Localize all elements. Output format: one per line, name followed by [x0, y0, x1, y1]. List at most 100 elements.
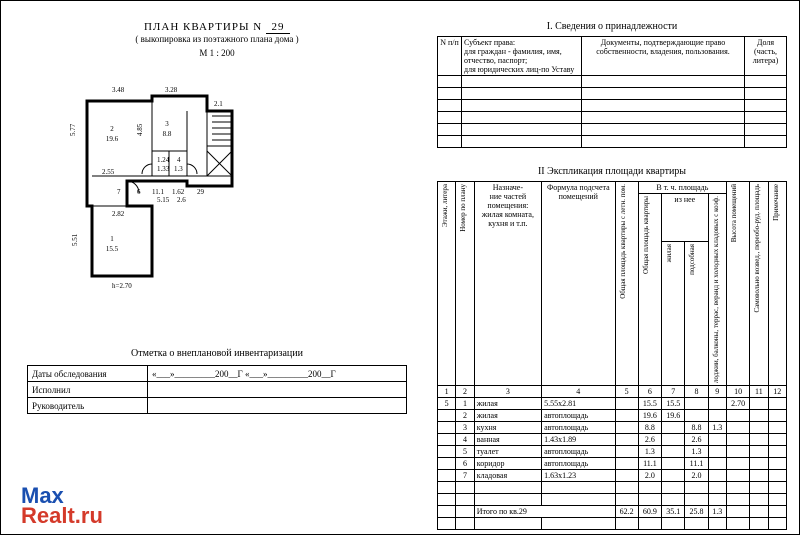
head-value — [148, 398, 407, 414]
h-total-ext: Общая площадь квартиры с летн. пом. — [618, 183, 628, 300]
svg-text:11.1: 11.1 — [152, 188, 164, 196]
table-cell — [438, 470, 456, 482]
table-cell: 6 — [456, 458, 474, 470]
table-cell — [438, 422, 456, 434]
h-formula: Формула подсчета помещений — [542, 182, 615, 386]
table-cell — [726, 410, 749, 422]
svg-text:2.6: 2.6 — [177, 196, 186, 204]
h-loggia: лоджии, балконы, террас, веранд и холодн… — [711, 195, 721, 384]
table-cell: туалет — [474, 446, 541, 458]
table-cell — [615, 410, 638, 422]
table-cell: автоплощадь — [542, 458, 615, 470]
table-cell — [615, 446, 638, 458]
table-cell: 2.0 — [638, 470, 661, 482]
svg-text:1.33: 1.33 — [157, 165, 170, 173]
total-c9: 1.3 — [708, 506, 726, 518]
table-cell: 2.0 — [685, 470, 708, 482]
table-cell: автоплощадь — [542, 410, 615, 422]
total-c6: 60.9 — [638, 506, 661, 518]
svg-text:6: 6 — [137, 188, 141, 196]
h-aux: подсобная — [687, 243, 697, 276]
col-docs: Документы, подтверждающие право собствен… — [582, 37, 745, 76]
svg-text:1.24: 1.24 — [157, 156, 170, 164]
svg-text:4.85: 4.85 — [136, 123, 144, 136]
svg-text:15.5: 15.5 — [106, 245, 119, 253]
executed-by-label: Исполнил — [28, 382, 148, 398]
table-cell — [438, 410, 456, 422]
table-cell — [615, 458, 638, 470]
col-share: Доля (часть, литера) — [745, 37, 787, 76]
table-cell: ванная — [474, 434, 541, 446]
table-cell: 4 — [456, 434, 474, 446]
table-cell — [708, 470, 726, 482]
table-cell: 1.43x1.89 — [542, 434, 615, 446]
table-cell — [662, 458, 685, 470]
table-cell — [662, 446, 685, 458]
table-cell: 2.70 — [726, 398, 749, 410]
explication-table: Этажи, литера Номер по плану Назначе- ни… — [437, 181, 787, 530]
section1-title: I. Сведения о принадлежности — [437, 21, 787, 32]
table-cell: 2.6 — [638, 434, 661, 446]
table-cell — [615, 434, 638, 446]
table-cell — [662, 470, 685, 482]
table-cell: кладовая — [474, 470, 541, 482]
table-cell: 3 — [456, 422, 474, 434]
svg-text:3: 3 — [165, 120, 169, 128]
h-of-which: из нее — [662, 194, 709, 242]
table-cell — [708, 434, 726, 446]
h-floor: Этажи, литера — [440, 183, 450, 228]
doc-title: ПЛАН КВАРТИРЫ N 29 — [27, 21, 407, 34]
svg-text:2: 2 — [110, 125, 114, 133]
svg-text:29: 29 — [197, 188, 205, 196]
table-cell — [708, 458, 726, 470]
col-subject: Субъект права: для граждан - фамилия, им… — [462, 37, 582, 76]
survey-date-label: Даты обследования — [28, 366, 148, 382]
svg-text:1.3: 1.3 — [174, 165, 183, 173]
table-cell — [438, 434, 456, 446]
table-cell: 19.6 — [638, 410, 661, 422]
table-cell: 1.3 — [708, 422, 726, 434]
table-cell: 1.63x1.23 — [542, 470, 615, 482]
svg-text:2.82: 2.82 — [112, 210, 125, 218]
table-cell: 5 — [438, 398, 456, 410]
table-cell — [726, 422, 749, 434]
svg-text:19.6: 19.6 — [106, 135, 119, 143]
right-panel: I. Сведения о принадлежности N п/п Субъе… — [437, 13, 787, 530]
table-cell: 5 — [456, 446, 474, 458]
table-cell — [662, 434, 685, 446]
table-cell — [685, 410, 708, 422]
doc-subtitle: ( выкопировка из поэтажного плана дома ) — [27, 34, 407, 44]
title-prefix: ПЛАН КВАРТИРЫ N — [144, 21, 262, 33]
watermark-line2: Realt.ru — [21, 506, 103, 526]
col-npp: N п/п — [438, 37, 462, 76]
table-cell: 2.6 — [685, 434, 708, 446]
h-height: Высота помещений — [729, 183, 739, 243]
left-panel: ПЛАН КВАРТИРЫ N 29 ( выкопировка из поэт… — [27, 13, 407, 414]
table-cell: коридор — [474, 458, 541, 470]
table-cell: автоплощадь — [542, 446, 615, 458]
table-cell: 15.5 — [638, 398, 661, 410]
table-cell: 11.1 — [685, 458, 708, 470]
floorplan-diagram: 3.483.282.1 5.77 2 19.6 4.85 3 8.8 1.244… — [57, 76, 407, 308]
svg-text:8.8: 8.8 — [163, 130, 172, 138]
table-cell: 2 — [456, 410, 474, 422]
table-cell: жилая — [474, 410, 541, 422]
table-cell — [438, 458, 456, 470]
table-cell: автоплощадь — [542, 422, 615, 434]
table-cell: 15.5 — [662, 398, 685, 410]
table-cell — [726, 446, 749, 458]
watermark: Max Realt.ru — [21, 486, 103, 526]
title-block: ПЛАН КВАРТИРЫ N 29 ( выкопировка из поэт… — [27, 21, 407, 58]
table-cell: 8.8 — [638, 422, 661, 434]
svg-text:2.55: 2.55 — [102, 168, 115, 176]
svg-text:h=2.70: h=2.70 — [112, 282, 132, 290]
table-cell: 1.3 — [638, 446, 661, 458]
table-cell — [708, 410, 726, 422]
inventory-note: Отметка о внеплановой инвентаризации — [27, 348, 407, 359]
doc-scale: M 1 : 200 — [27, 48, 407, 58]
total-c7: 35.1 — [662, 506, 685, 518]
table-cell — [708, 398, 726, 410]
table-cell — [726, 434, 749, 446]
table-cell — [662, 422, 685, 434]
executed-by-value — [148, 382, 407, 398]
